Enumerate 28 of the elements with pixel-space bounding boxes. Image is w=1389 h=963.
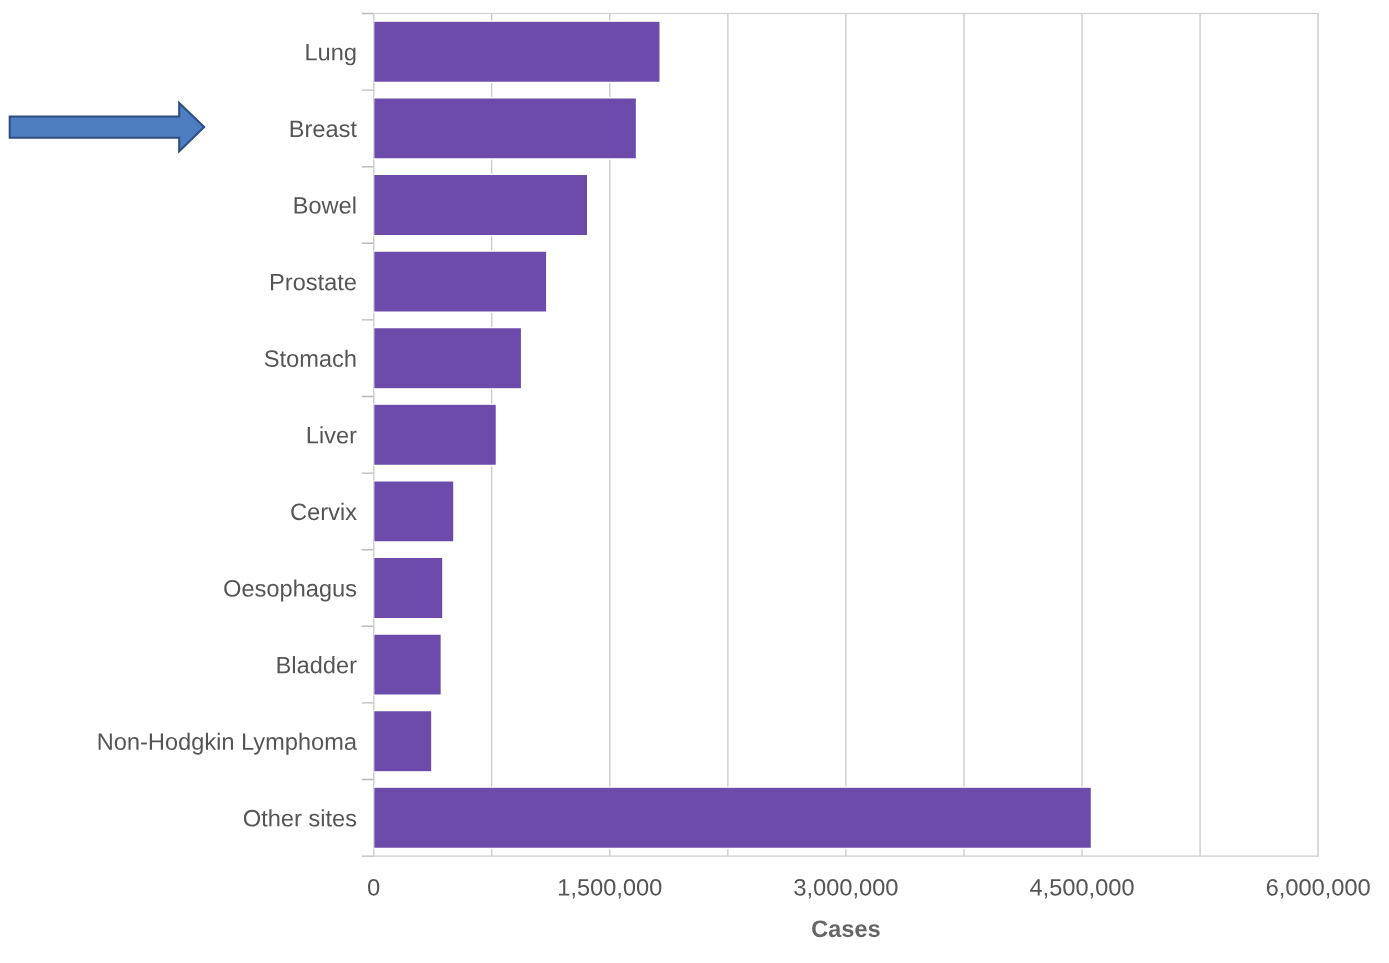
bar: [373, 403, 498, 467]
y-tick-label: Bowel: [294, 196, 356, 214]
x-tick-label: 1,500,000: [559, 878, 662, 899]
y-tick-label: Lung: [306, 44, 356, 66]
bar: [373, 20, 661, 84]
bar: [373, 786, 1093, 850]
y-tick-label: Non-Hodgkin Lymphoma: [98, 732, 357, 755]
x-tick-label: 3,000,000: [794, 878, 898, 899]
y-tick-label: Breast: [290, 120, 357, 138]
bar: [373, 556, 444, 620]
bar: [373, 173, 589, 237]
x-axis-title: Cases: [812, 920, 880, 938]
x-tick-label: 0: [368, 878, 380, 896]
y-tick-label: Stomach: [264, 349, 356, 367]
y-tick-label: Prostate: [270, 273, 356, 291]
x-tick-label: 6,000,000: [1266, 878, 1370, 899]
y-tick-label: Cervix: [291, 502, 357, 521]
bar: [373, 709, 433, 773]
y-tick-label: Oesophagus: [224, 579, 357, 602]
bar: [373, 480, 455, 543]
bar: [373, 326, 523, 390]
bar: [373, 633, 443, 696]
y-tick-label: Other sites: [243, 809, 357, 827]
bar: [373, 250, 548, 313]
x-tick-label: 4,500,000: [1030, 878, 1134, 899]
y-tick-label: Liver: [307, 426, 357, 444]
bar: [373, 97, 638, 160]
y-tick-label: Bladder: [277, 656, 357, 674]
